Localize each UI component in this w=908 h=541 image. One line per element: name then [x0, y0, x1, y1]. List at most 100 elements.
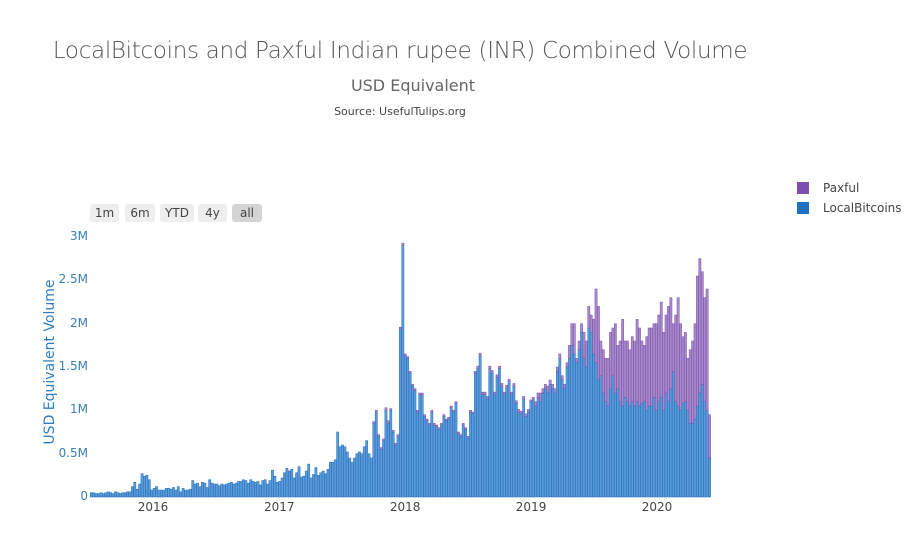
bar-localbitcoins[interactable]: [191, 480, 195, 498]
bar-localbitcoins[interactable]: [271, 469, 274, 498]
bar-paxful[interactable]: [614, 323, 617, 394]
bar-localbitcoins[interactable]: [510, 394, 513, 498]
bar-paxful[interactable]: [449, 405, 453, 408]
bar-localbitcoins[interactable]: [263, 479, 267, 498]
bar-localbitcoins[interactable]: [111, 493, 115, 498]
bar-localbitcoins[interactable]: [415, 411, 419, 498]
bar-paxful[interactable]: [667, 306, 670, 402]
bar-paxful[interactable]: [698, 258, 702, 394]
bar-localbitcoins[interactable]: [524, 416, 528, 498]
bar-localbitcoins[interactable]: [249, 479, 253, 498]
bar-localbitcoins[interactable]: [329, 462, 332, 498]
bar-paxful[interactable]: [420, 392, 424, 395]
bar-localbitcoins[interactable]: [326, 469, 330, 498]
bar-localbitcoins[interactable]: [430, 411, 434, 498]
bar-localbitcoins[interactable]: [242, 479, 245, 498]
bar-localbitcoins[interactable]: [338, 446, 342, 498]
bar-paxful[interactable]: [587, 306, 591, 329]
bar-localbitcoins[interactable]: [411, 385, 414, 498]
bar-paxful[interactable]: [517, 409, 521, 413]
bar-localbitcoins[interactable]: [406, 358, 410, 498]
bar-localbitcoins[interactable]: [527, 411, 530, 498]
bar-localbitcoins[interactable]: [500, 385, 504, 498]
bar-paxful[interactable]: [372, 421, 376, 424]
bar-localbitcoins[interactable]: [420, 394, 424, 498]
bar-localbitcoins[interactable]: [348, 457, 352, 498]
bar-localbitcoins[interactable]: [418, 394, 422, 498]
bar-localbitcoins[interactable]: [449, 407, 453, 498]
bar-paxful[interactable]: [696, 275, 699, 407]
bar-localbitcoins[interactable]: [239, 481, 243, 498]
bar-paxful[interactable]: [452, 410, 455, 413]
bar-localbitcoins[interactable]: [367, 453, 371, 498]
bar-localbitcoins[interactable]: [546, 392, 550, 498]
bar-paxful[interactable]: [488, 365, 492, 369]
bar-localbitcoins[interactable]: [425, 420, 429, 498]
bar-localbitcoins[interactable]: [529, 401, 533, 498]
bar-localbitcoins[interactable]: [580, 332, 583, 498]
bar-localbitcoins[interactable]: [336, 431, 340, 498]
bar-localbitcoins[interactable]: [621, 405, 624, 498]
bar-paxful[interactable]: [592, 319, 595, 355]
bar-localbitcoins[interactable]: [592, 353, 595, 498]
bar-paxful[interactable]: [418, 392, 422, 395]
bar-localbitcoins[interactable]: [152, 488, 156, 498]
bar-localbitcoins[interactable]: [626, 401, 629, 498]
bar-localbitcoins[interactable]: [606, 405, 610, 498]
bar-localbitcoins[interactable]: [319, 472, 323, 498]
bar-localbitcoins[interactable]: [201, 482, 204, 498]
bar-localbitcoins[interactable]: [488, 368, 492, 498]
bar-localbitcoins[interactable]: [314, 467, 318, 498]
bar-paxful[interactable]: [401, 242, 405, 246]
bar-localbitcoins[interactable]: [640, 403, 644, 498]
bar-paxful[interactable]: [374, 410, 378, 413]
bar-paxful[interactable]: [626, 340, 629, 402]
bar-localbitcoins[interactable]: [302, 475, 306, 498]
bar-localbitcoins[interactable]: [215, 483, 219, 498]
bar-localbitcoins[interactable]: [99, 492, 103, 498]
bar-localbitcoins[interactable]: [160, 489, 163, 498]
bar-paxful[interactable]: [387, 420, 390, 424]
bar-localbitcoins[interactable]: [551, 388, 554, 498]
bar-localbitcoins[interactable]: [589, 332, 593, 498]
bar-paxful[interactable]: [691, 340, 694, 424]
bar-paxful[interactable]: [674, 314, 678, 402]
bar-localbitcoins[interactable]: [135, 488, 139, 498]
bar-localbitcoins[interactable]: [186, 489, 190, 498]
bar-paxful[interactable]: [700, 271, 704, 385]
bar-localbitcoins[interactable]: [601, 392, 605, 498]
bar-paxful[interactable]: [466, 436, 470, 439]
bar-localbitcoins[interactable]: [283, 472, 286, 498]
bar-paxful[interactable]: [502, 391, 506, 395]
bar-localbitcoins[interactable]: [365, 440, 368, 498]
bar-paxful[interactable]: [440, 423, 443, 426]
bar-localbitcoins[interactable]: [246, 482, 250, 498]
bar-localbitcoins[interactable]: [599, 375, 603, 498]
bar-localbitcoins[interactable]: [143, 475, 146, 498]
bar-localbitcoins[interactable]: [662, 410, 666, 498]
bar-localbitcoins[interactable]: [391, 431, 395, 498]
bar-paxful[interactable]: [423, 414, 426, 417]
bar-paxful[interactable]: [657, 314, 661, 402]
bar-localbitcoins[interactable]: [261, 480, 265, 498]
bar-paxful[interactable]: [589, 314, 593, 333]
bar-localbitcoins[interactable]: [708, 457, 711, 498]
bar-localbitcoins[interactable]: [399, 329, 402, 498]
bar-localbitcoins[interactable]: [638, 405, 641, 498]
bar-localbitcoins[interactable]: [94, 493, 98, 498]
bar-localbitcoins[interactable]: [572, 353, 576, 498]
bar-localbitcoins[interactable]: [452, 411, 455, 498]
bar-paxful[interactable]: [493, 391, 496, 395]
bar-paxful[interactable]: [655, 323, 658, 411]
bar-localbitcoins[interactable]: [353, 457, 356, 498]
bar-paxful[interactable]: [469, 410, 472, 413]
bar-paxful[interactable]: [684, 332, 687, 402]
bar-localbitcoins[interactable]: [705, 410, 709, 498]
bar-localbitcoins[interactable]: [394, 444, 397, 498]
bar-localbitcoins[interactable]: [563, 388, 566, 498]
bar-localbitcoins[interactable]: [374, 411, 378, 498]
bar-localbitcoins[interactable]: [444, 420, 448, 498]
bar-localbitcoins[interactable]: [481, 394, 484, 498]
bar-localbitcoins[interactable]: [464, 429, 467, 498]
bar-paxful[interactable]: [616, 345, 620, 389]
